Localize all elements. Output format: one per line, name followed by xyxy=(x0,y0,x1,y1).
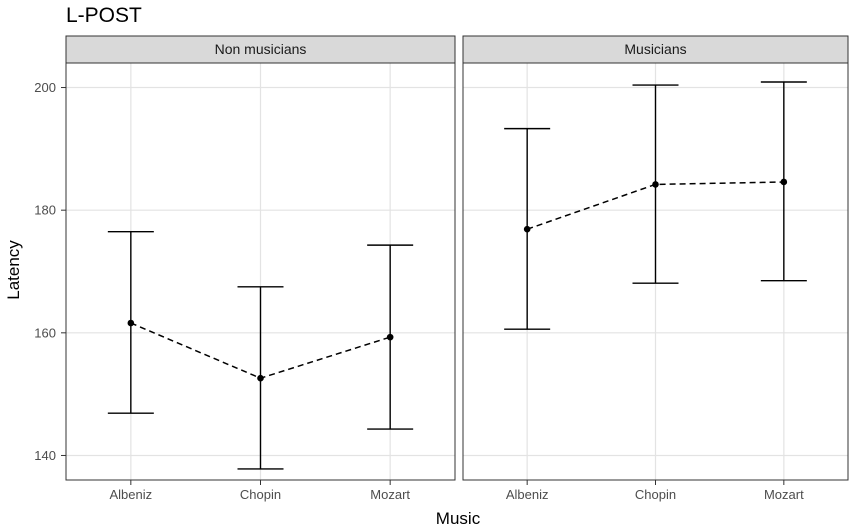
y-tick-label: 180 xyxy=(34,203,56,218)
chart-title: L-POST xyxy=(66,4,142,27)
mean-point xyxy=(523,225,531,233)
y-tick-label: 160 xyxy=(34,325,56,340)
y-axis-title: Latency xyxy=(4,240,23,300)
mean-point xyxy=(780,178,788,186)
y-tick-label: 140 xyxy=(34,448,56,463)
x-tick-label: Albeniz xyxy=(506,487,549,502)
x-tick-label: Mozart xyxy=(764,487,804,502)
x-tick-label: Mozart xyxy=(370,487,410,502)
facet-strip-label: Non musicians xyxy=(215,41,307,57)
x-tick-label: Chopin xyxy=(635,487,676,502)
y-tick-label: 200 xyxy=(34,80,56,95)
facet-strip-label: Musicians xyxy=(624,41,686,57)
panel-non-musicians: Non musicians Albeniz Chopin Mozart xyxy=(65,35,456,502)
x-tick-label: Chopin xyxy=(240,487,281,502)
x-tick-label: Albeniz xyxy=(110,487,153,502)
x-axis-title: Music xyxy=(436,509,481,528)
mean-point xyxy=(652,181,659,188)
facet-strip xyxy=(65,35,456,64)
panels-group: 140 160 180 200 Non musicians Albeniz Chopin Mo… xyxy=(34,35,849,502)
panel-musicians: Musicians Albeniz Chopin Mozart xyxy=(462,35,849,502)
mean-point xyxy=(386,333,394,341)
mean-point xyxy=(127,319,135,327)
mean-point xyxy=(257,374,264,382)
